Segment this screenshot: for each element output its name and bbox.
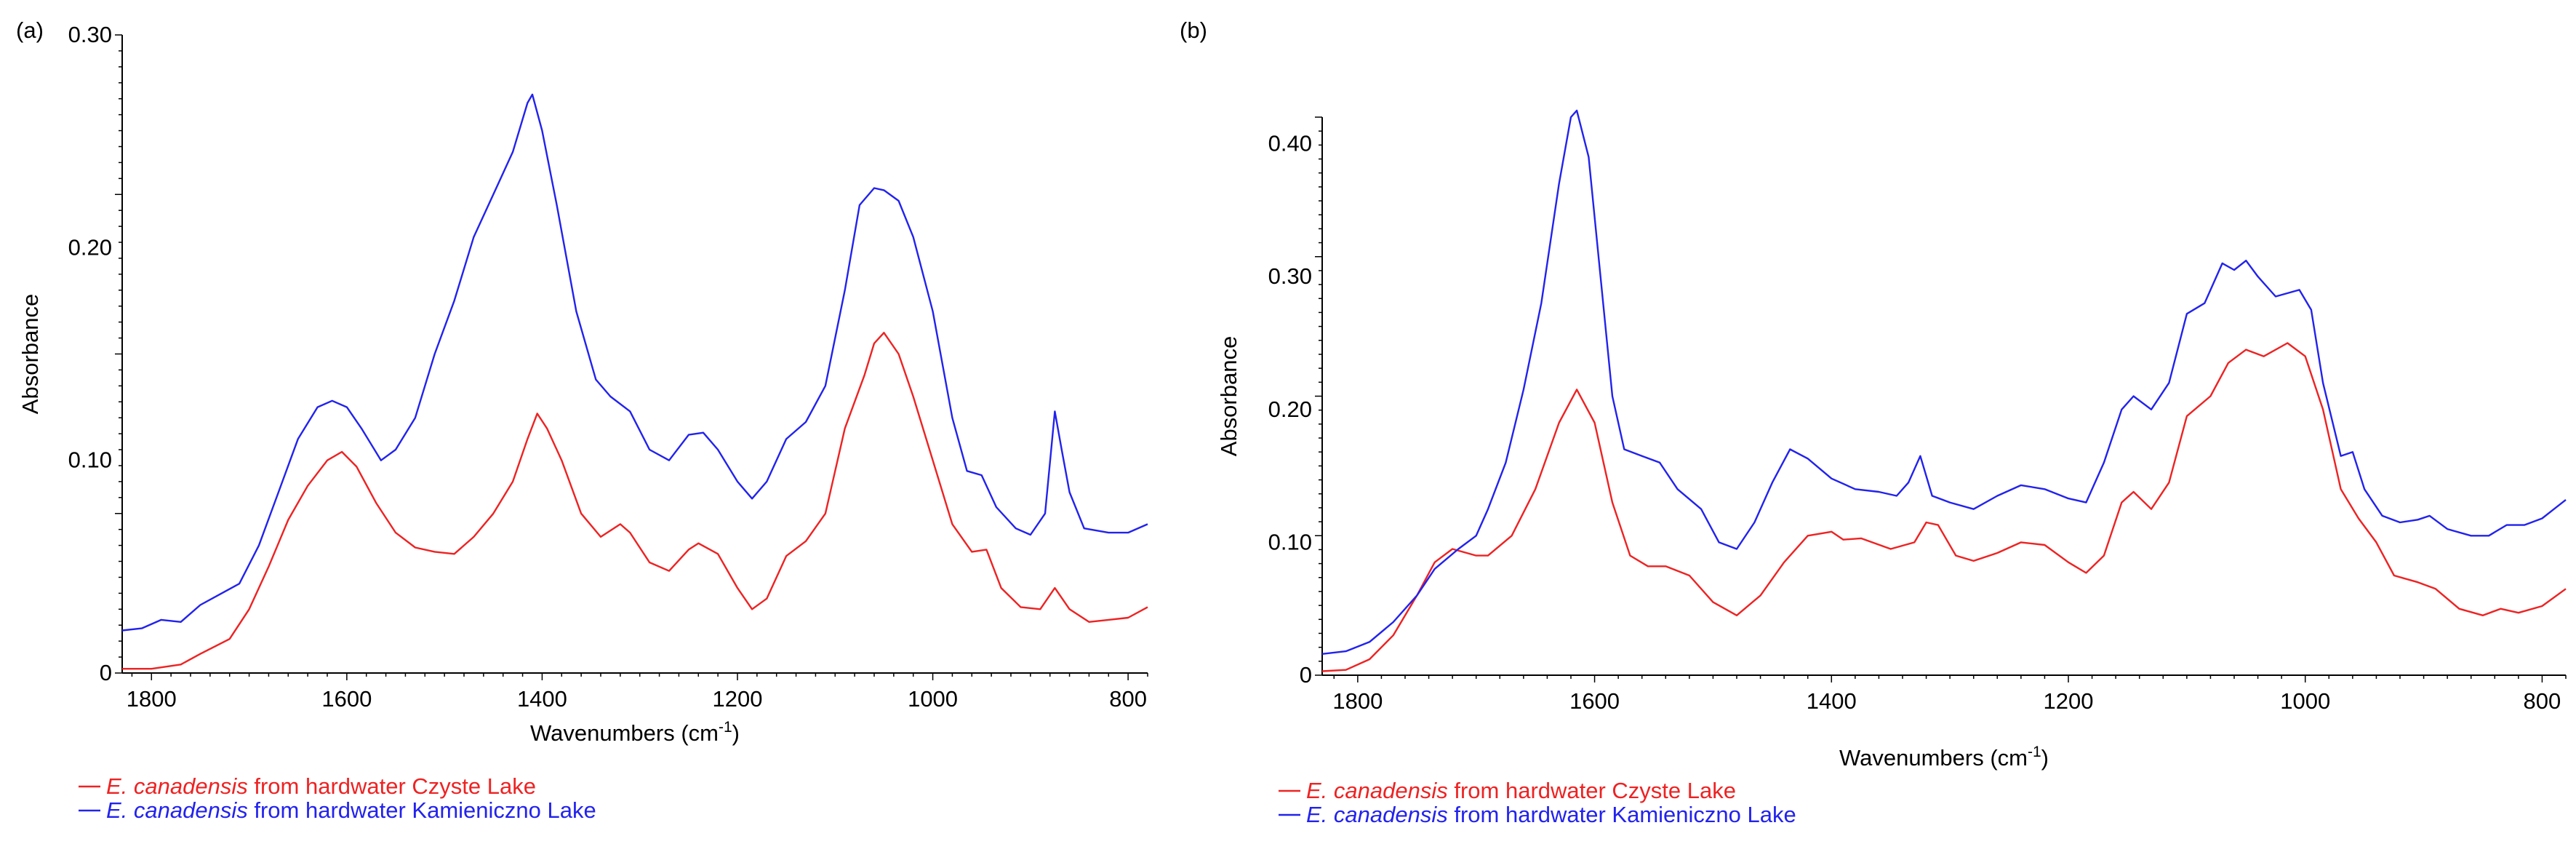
x-tick-label: 1400	[1807, 688, 1857, 714]
legend-entry-1: E. canadensis from hardwater Czyste Lake	[106, 773, 536, 799]
series-line-2	[1321, 109, 2567, 655]
panel-label: (a)	[16, 17, 44, 43]
series-line-1	[1321, 342, 2567, 672]
x-tick-label: 1200	[713, 686, 763, 712]
y-tick-label: 0.30	[1268, 263, 1312, 289]
x-tick-label: 1800	[127, 686, 177, 712]
panel-b: (b) 0 0.10 0.20 0.30 0.40 1800 1600 1400 1200 1000…	[1180, 17, 2567, 827]
y-tick-label: 0	[1300, 662, 1312, 688]
x-axis-label-close: )	[2041, 745, 2049, 771]
x-tick-label: 1800	[1332, 688, 1383, 714]
legend-entry-2: E. canadensis from hardwater Kamieniczno…	[106, 797, 596, 823]
panel-label: (b)	[1180, 17, 1207, 43]
y-tick-label: 0.40	[1268, 131, 1312, 156]
panel-a: (a) 0 0.10 0.20 0.30 1800 1600 1400 1200 1000 800 W…	[16, 17, 1148, 823]
x-tick-label: 1600	[1569, 688, 1620, 714]
y-tick-label: 0.20	[68, 234, 112, 260]
x-tick-label: 1400	[517, 686, 567, 712]
x-axis-label-superscript: -1	[2028, 744, 2041, 760]
x-axis-label-text: Wavenumbers (cm	[530, 720, 719, 746]
legend-species: E. canadensis	[1306, 802, 1448, 827]
y-tick-label: 0.10	[1268, 529, 1312, 554]
legend-source: from hardwater Kamieniczno Lake	[248, 797, 596, 823]
x-tick-label: 800	[2524, 688, 2561, 714]
y-tick-label: 0.20	[1268, 397, 1312, 422]
y-tick-label: 0.10	[68, 447, 112, 473]
legend-entry-2: E. canadensis from hardwater Kamieniczno…	[1306, 802, 1796, 827]
legend-entry-1: E. canadensis from hardwater Czyste Lake	[1306, 778, 1736, 803]
x-tick-label: 1200	[2044, 688, 2094, 714]
x-axis-label-close: )	[732, 720, 740, 746]
x-tick-label: 1000	[908, 686, 958, 712]
legend-species: E. canadensis	[106, 797, 248, 823]
x-tick-label: 1000	[2280, 688, 2330, 714]
series-line-2	[121, 93, 1148, 632]
y-axis-label: Absorbance	[1216, 336, 1241, 456]
series-line-1	[122, 332, 1148, 670]
x-axis-label-text: Wavenumbers (cm	[1839, 745, 2028, 771]
y-axis-label: Absorbance	[17, 294, 43, 414]
y-tick-label: 0	[100, 660, 112, 685]
legend-source: from hardwater Czyste Lake	[1448, 778, 1736, 803]
legend-source: from hardwater Kamieniczno Lake	[1448, 802, 1796, 827]
legend-species: E. canadensis	[1306, 778, 1448, 803]
x-axis-label: Wavenumbers (cm-1)	[1839, 744, 2049, 771]
x-axis-label: Wavenumbers (cm-1)	[530, 719, 740, 746]
x-tick-label: 1600	[321, 686, 372, 712]
legend-species: E. canadensis	[106, 773, 248, 799]
x-tick-label: 800	[1109, 686, 1147, 712]
y-tick-label: 0.30	[68, 22, 112, 47]
x-axis-label-superscript: -1	[719, 719, 732, 736]
legend-source: from hardwater Czyste Lake	[248, 773, 536, 799]
